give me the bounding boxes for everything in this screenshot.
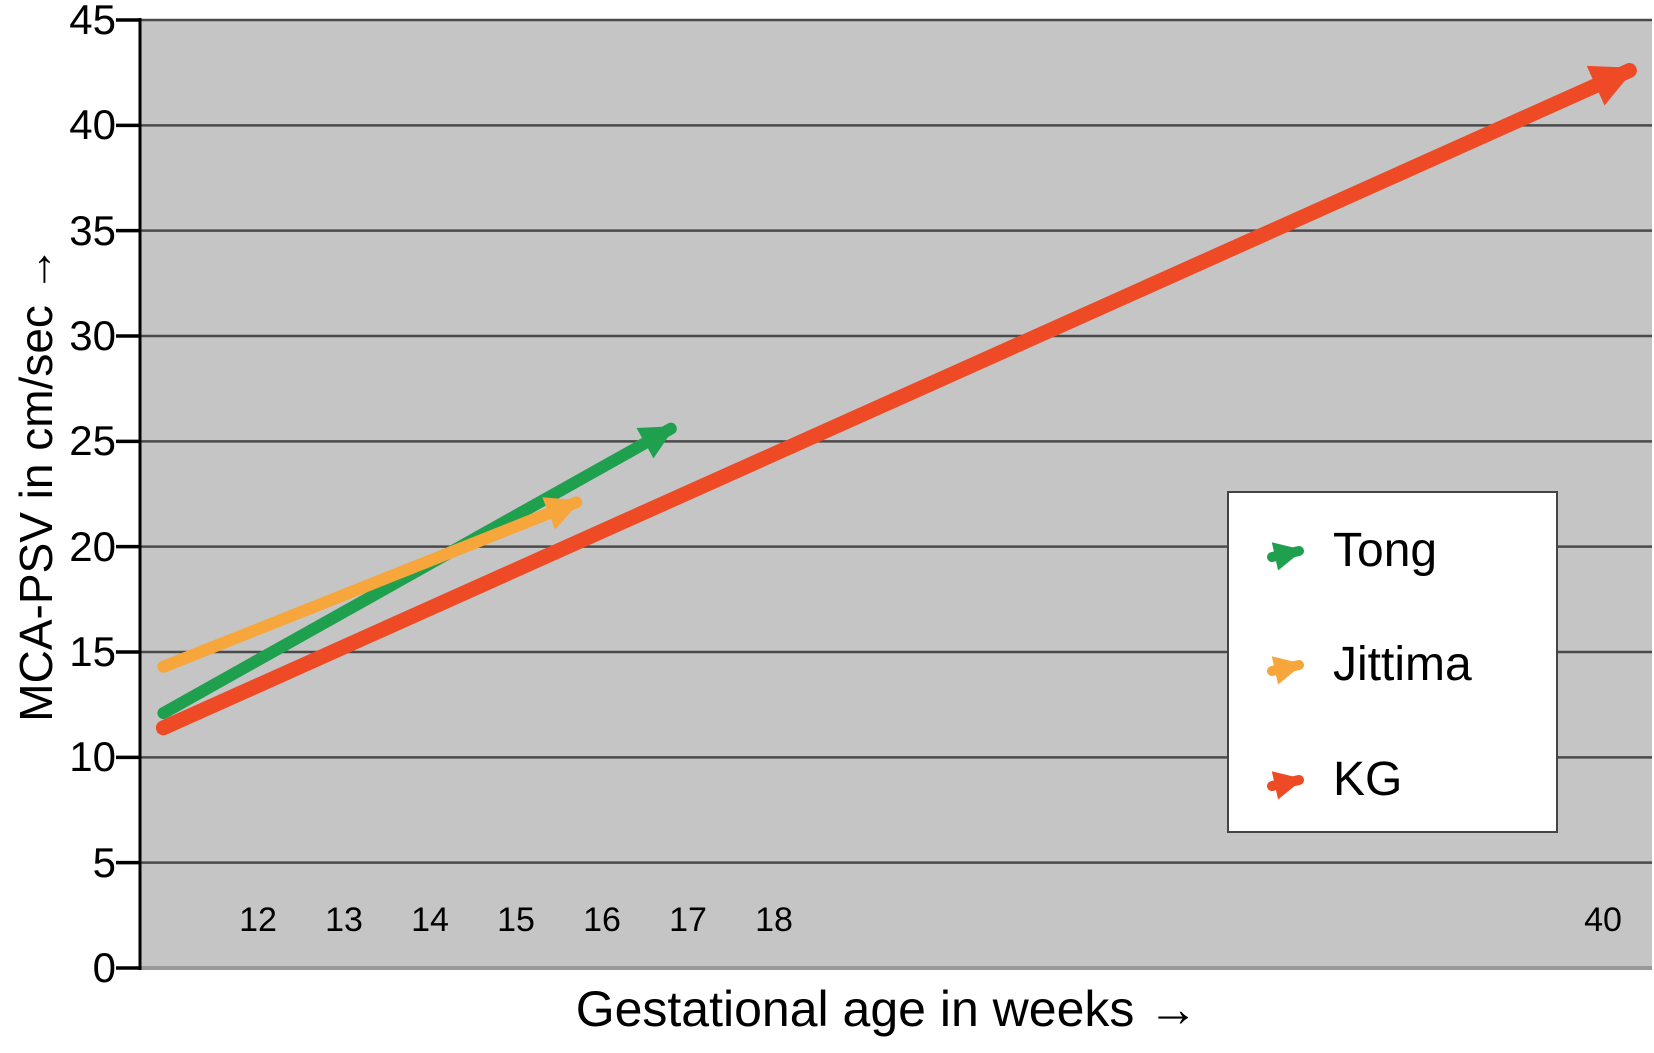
legend-label-kg: KG [1333,752,1403,806]
legend-label-tong: Tong [1333,523,1438,577]
y-axis-title: MCA-PSV in cm/sec → [10,246,62,722]
kg-arrow-icon [1263,756,1327,802]
legend-item-kg: KG [1263,751,1402,807]
x-tick-label-17: 17 [669,901,707,939]
x-tick-label-16: 16 [583,901,621,939]
x-tick-label-18: 18 [755,901,793,939]
x-tick-label-40: 40 [1584,901,1622,939]
legend-item-tong: Tong [1263,522,1437,578]
x-tick-label-15: 15 [497,901,535,939]
legend: Tong Jittima KG [1227,491,1558,833]
legend-item-jittima: Jittima [1263,636,1472,692]
y-tick-label-35: 35 [69,206,116,254]
series-line-kg [155,63,1637,736]
y-tick-label-0: 0 [92,944,116,991]
x-tick-label-12: 12 [239,901,277,939]
y-tick-label-5: 5 [92,838,116,886]
y-tick-label-10: 10 [69,733,116,781]
y-tick-label-15: 15 [69,628,116,675]
y-tick-label-30: 30 [69,312,116,359]
x-axis-title: Gestational age in weeks → [575,981,1199,1037]
series-line-jittima [157,496,583,673]
jittima-arrow-icon [1263,641,1327,687]
x-tick-label-14: 14 [411,901,449,939]
y-tick-label-20: 20 [69,522,116,570]
y-tick-label-40: 40 [69,101,116,149]
x-tick-label-13: 13 [325,901,363,939]
tong-arrow-icon [1263,527,1327,573]
legend-label-jittima: Jittima [1333,637,1472,691]
y-tick-label-25: 25 [69,417,116,465]
y-tick-label-45: 45 [69,0,116,43]
